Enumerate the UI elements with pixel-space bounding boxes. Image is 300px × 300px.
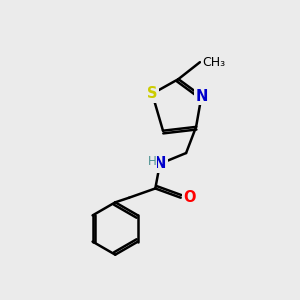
Text: CH₃: CH₃ bbox=[202, 56, 225, 69]
Text: N: N bbox=[195, 88, 208, 104]
Text: O: O bbox=[183, 190, 196, 205]
Text: H: H bbox=[148, 155, 157, 168]
Text: S: S bbox=[147, 86, 158, 101]
Text: N: N bbox=[154, 156, 166, 171]
